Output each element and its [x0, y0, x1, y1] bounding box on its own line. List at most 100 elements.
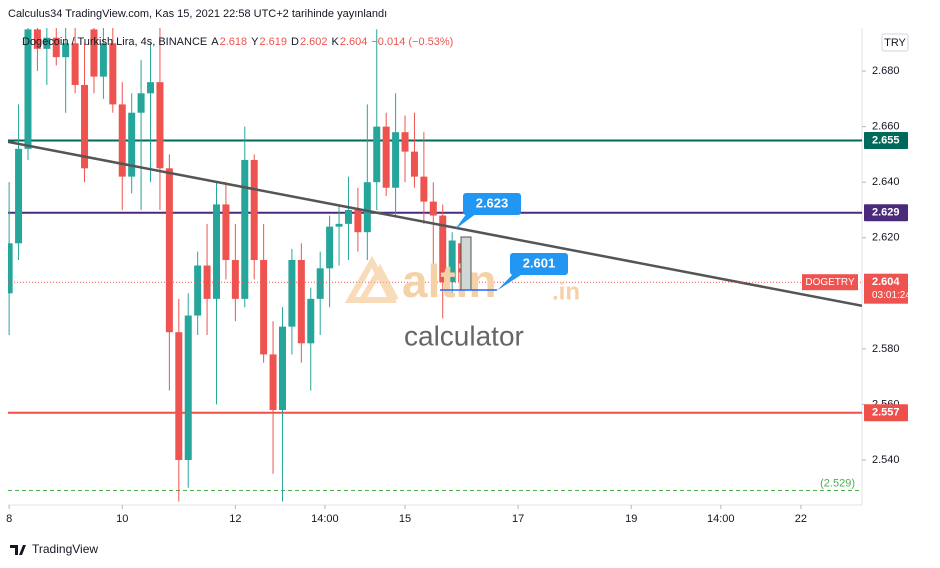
header: Calculus34 TradingView.com, Kas 15, 2021…	[8, 8, 387, 20]
candle-body	[429, 201, 437, 216]
candle-body	[203, 265, 211, 299]
legend-value: 2.619	[259, 36, 287, 48]
symbol-tag-label: DOGETRY	[805, 277, 855, 288]
watermark: altin .in calculator	[344, 255, 580, 351]
callout-label: 2.601	[523, 255, 556, 270]
legend-value: 2.604	[340, 36, 368, 48]
candle-body	[33, 29, 41, 49]
callout-pointer	[455, 213, 477, 230]
candle-body	[175, 332, 183, 460]
trendline	[8, 140, 862, 308]
legend-symbol: Dogecoin / Turkish Lira, 4s, BINANCE	[22, 36, 207, 48]
x-tick-label: 8	[6, 513, 12, 525]
candle-body	[43, 37, 51, 49]
currency-box[interactable]	[881, 33, 909, 52]
candle-body	[194, 265, 202, 316]
candle-body	[15, 148, 23, 244]
candle-body	[147, 82, 155, 94]
candle-body	[363, 182, 371, 233]
level-tag	[864, 204, 908, 222]
candle-body	[420, 176, 428, 202]
candle-body	[250, 159, 258, 260]
price-tag	[864, 273, 908, 304]
candle-body	[24, 29, 32, 149]
candle-body	[260, 259, 268, 355]
countdown: 03:01:24	[872, 290, 911, 301]
candle-body	[118, 104, 126, 177]
candle-body	[137, 93, 145, 113]
candle-body	[128, 112, 136, 177]
candle-body	[99, 43, 107, 77]
candle-body	[52, 37, 60, 58]
watermark-logo	[344, 255, 399, 303]
x-tick-label: 10	[116, 513, 128, 525]
projection-box	[460, 236, 472, 291]
currency[interactable]: TRY	[884, 37, 906, 49]
callout-label: 2.623	[476, 195, 509, 210]
callout-pointer	[497, 273, 524, 291]
candle-body	[335, 223, 343, 227]
candle-body	[109, 43, 117, 105]
x-tick-label: 12	[229, 513, 241, 525]
candle-body	[278, 326, 286, 410]
callout-box	[463, 193, 521, 215]
y-tick-label: 2.660	[872, 121, 900, 133]
level-tag	[864, 404, 908, 422]
legend-key: Y	[251, 36, 259, 48]
candle-body	[326, 226, 334, 269]
candle-body	[297, 259, 305, 344]
price-tag-label: 2.604	[872, 276, 900, 288]
symbol-tag	[802, 274, 858, 291]
watermark-sub: calculator	[404, 320, 524, 351]
legend-value: 2.618	[220, 36, 248, 48]
legend: Dogecoin / Turkish Lira, 4s, BINANCE A2.6…	[22, 36, 453, 48]
y-tick-label: 2.540	[872, 454, 900, 466]
x-tick-label: 14:00	[311, 513, 339, 525]
candle-body	[410, 151, 418, 177]
level-tag	[864, 132, 908, 150]
candle-body	[184, 315, 192, 460]
candle-body	[90, 29, 98, 77]
legend-key: K	[331, 36, 339, 48]
x-tick-label: 19	[625, 513, 637, 525]
candle-body	[448, 240, 456, 283]
candle-body	[307, 298, 315, 344]
candle-body	[401, 132, 409, 152]
candle-body	[439, 215, 447, 283]
candle-body	[373, 126, 381, 183]
candle-body	[81, 84, 89, 169]
candle-body	[344, 209, 352, 224]
x-tick-label: 17	[512, 513, 524, 525]
level-tag-label: 2.629	[872, 207, 900, 219]
x-tick-label: 22	[795, 513, 807, 525]
level-tag-label: 2.655	[872, 134, 900, 146]
candle-body	[8, 243, 13, 294]
x-tick-label: 14:00	[707, 513, 735, 525]
plot-area	[8, 28, 862, 502]
x-tick-label: 15	[399, 513, 411, 525]
legend-value: 2.602	[300, 36, 328, 48]
level-tag-label: 2.557	[872, 407, 900, 419]
legend-key: A	[211, 36, 219, 48]
candle-body	[231, 259, 239, 299]
candle-body	[288, 259, 296, 327]
y-tick-label: 2.620	[872, 232, 900, 244]
candle-body	[316, 268, 324, 299]
watermark-suffix: .in	[552, 278, 580, 305]
candle-body	[392, 132, 400, 188]
support-label: (2.529)	[820, 477, 855, 489]
footer: TradingView	[32, 542, 98, 556]
candle-body	[382, 126, 390, 188]
candle-body	[269, 354, 277, 410]
candle-body	[354, 209, 362, 233]
y-tick-label: 2.580	[872, 343, 900, 355]
y-tick-label: 2.640	[872, 176, 900, 188]
candle-body	[71, 43, 79, 85]
watermark-brand: altin	[402, 255, 497, 307]
legend-key: D	[291, 36, 299, 48]
candle-body	[241, 159, 249, 299]
candle-body	[165, 168, 173, 333]
legend-change: −0.014 (−0.53%)	[371, 36, 453, 48]
candle-body	[62, 43, 70, 58]
